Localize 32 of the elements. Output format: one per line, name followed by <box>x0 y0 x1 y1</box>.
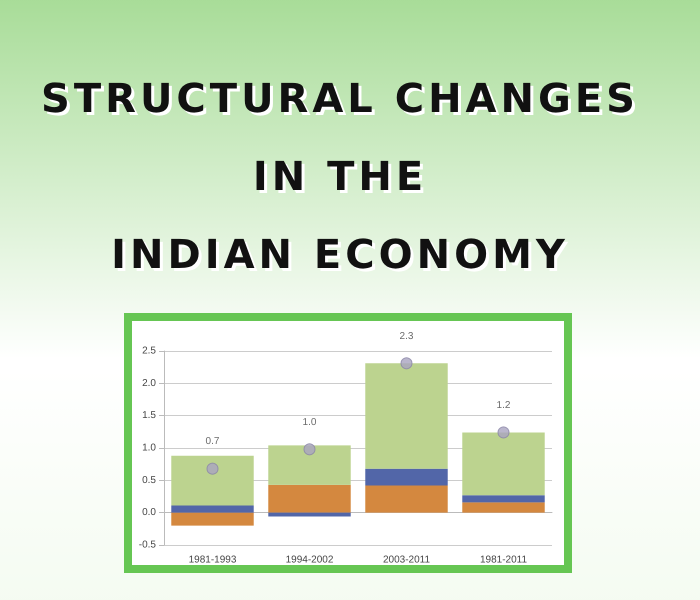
bar <box>268 484 351 513</box>
y-tick-label: 1.0 <box>142 442 156 454</box>
bar <box>171 506 254 513</box>
y-tick-label: 1.5 <box>142 410 156 422</box>
data-label: 1.2 <box>496 400 511 411</box>
bar <box>365 363 448 469</box>
x-tick-label: 1994-2002 <box>286 554 334 566</box>
point <box>304 443 316 456</box>
bar <box>171 512 254 526</box>
bar <box>171 456 254 506</box>
data-label: 1.0 <box>302 416 317 428</box>
x-tick-label: 2003-2011 <box>382 554 430 566</box>
data-label: 0.7 <box>206 436 220 448</box>
bar <box>365 468 448 486</box>
bar <box>365 486 448 513</box>
point <box>206 462 218 475</box>
bar <box>462 495 545 502</box>
point <box>498 426 510 438</box>
x-tick-label: 1981-2011 <box>480 554 528 566</box>
x-tick-label: 1981-1993 <box>188 554 237 566</box>
bar <box>268 445 351 485</box>
point <box>400 357 412 370</box>
y-tick-label: 0.5 <box>142 474 156 486</box>
y-tick-label: 2.5 <box>142 346 156 356</box>
y-tick-label: -0.5 <box>138 540 156 550</box>
chart-title: STRUCTURAL CHANGES IN THE INDIAN ECONOMY <box>40 75 640 280</box>
data-label: 2.3 <box>400 330 414 342</box>
bar <box>462 432 545 496</box>
bar <box>268 512 351 517</box>
y-tick-label: 2.0 <box>142 378 156 389</box>
y-tick-label: 0.0 <box>142 507 156 518</box>
bar <box>462 502 545 513</box>
